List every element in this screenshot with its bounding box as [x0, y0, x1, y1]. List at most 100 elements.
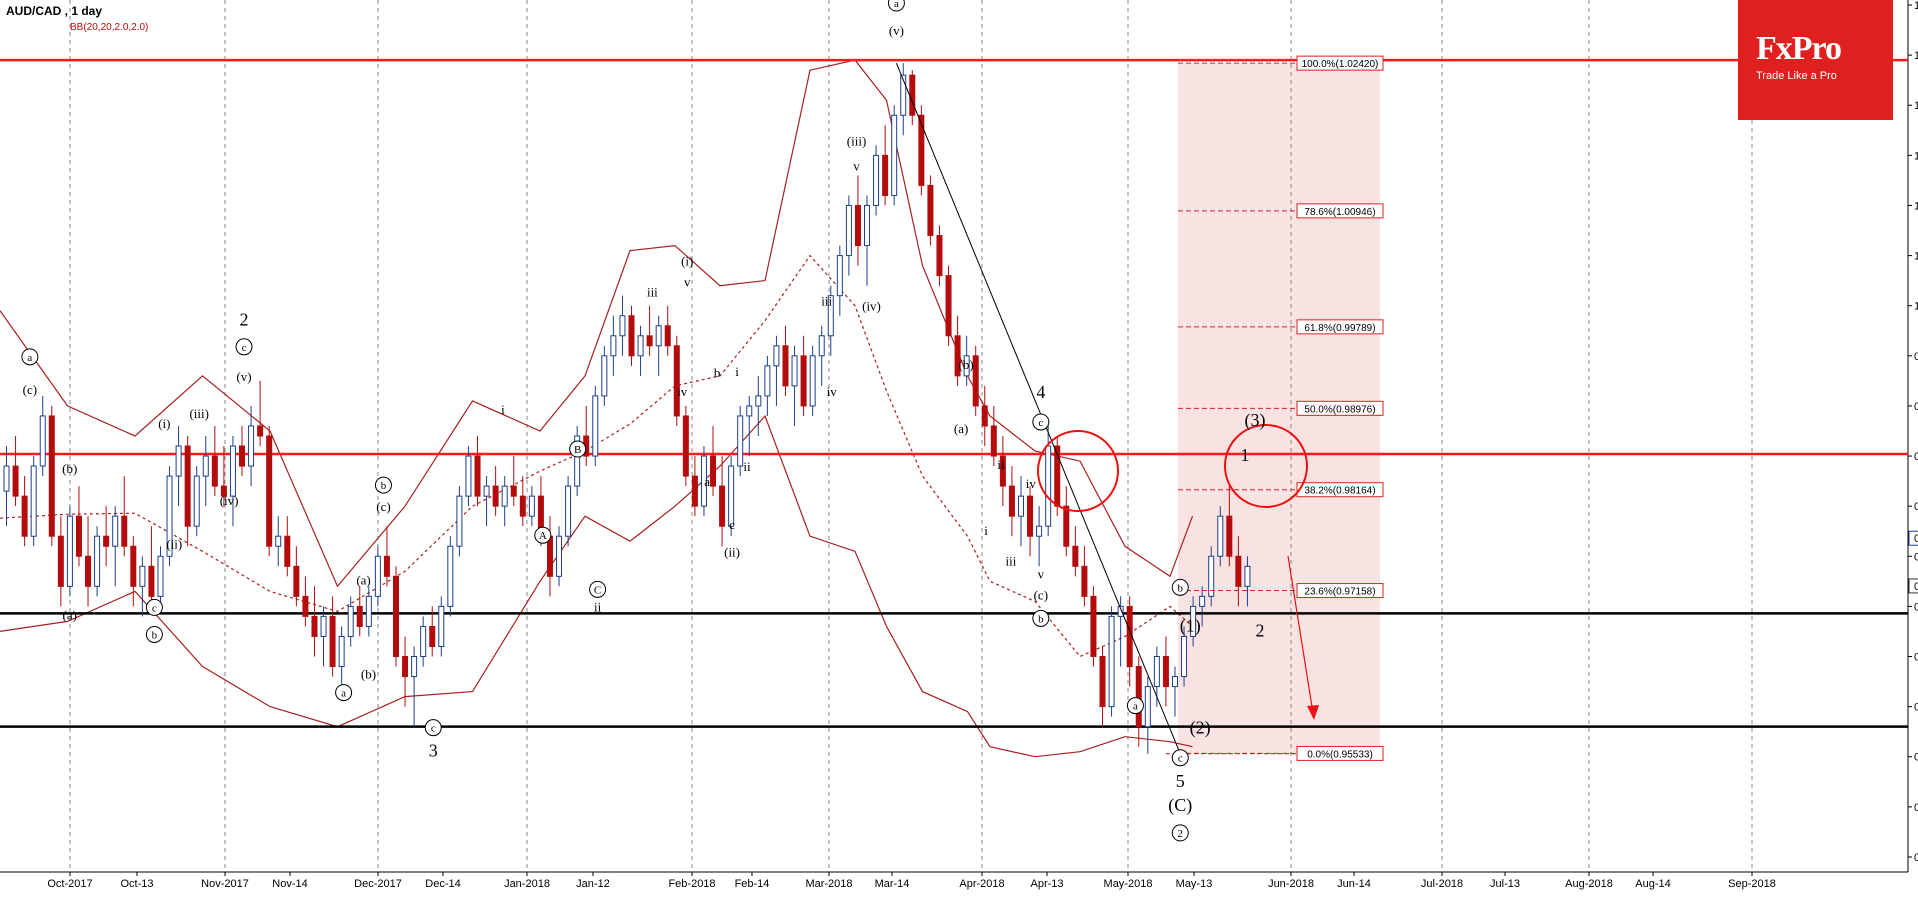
- wave-label-circle: [21, 348, 39, 366]
- wave-label: iv: [1026, 476, 1037, 491]
- x-tick-label: Nov-2017: [201, 878, 249, 890]
- wave-label-circle: [887, 0, 905, 12]
- wave-label: v: [1038, 566, 1045, 581]
- candle-body: [48, 415, 55, 537]
- fib-label-box: [1296, 203, 1384, 219]
- candle-body: [972, 355, 979, 407]
- wave-label-circle: [1126, 697, 1144, 715]
- candle-body: [845, 204, 852, 257]
- candle-body: [75, 515, 82, 557]
- candle-body: [1126, 605, 1133, 668]
- candle-body: [764, 365, 771, 397]
- candle-body: [528, 495, 535, 517]
- x-tick-label: Oct-2017: [47, 878, 92, 890]
- candle-body: [999, 455, 1006, 487]
- wave-label-circle: [589, 580, 607, 598]
- candle-body: [1063, 505, 1070, 547]
- wave-label-circle: [235, 338, 253, 356]
- candle-body: [239, 445, 246, 467]
- wave-label-circle: [1171, 824, 1189, 842]
- candle-body: [85, 555, 92, 587]
- wave-label-circle: [1171, 578, 1189, 596]
- candle-body: [737, 415, 744, 467]
- x-tick-label: Sep-2018: [1728, 878, 1776, 890]
- candle-body: [338, 635, 345, 668]
- candle-body: [565, 485, 572, 537]
- x-tick-label: May-2018: [1104, 878, 1153, 890]
- wave-label: i: [501, 402, 505, 417]
- wave-label: (C): [1168, 795, 1192, 816]
- candle-body: [1027, 495, 1034, 537]
- candle-body: [1162, 656, 1169, 688]
- highlight-circle-4: [1037, 430, 1119, 512]
- wave-label: c: [431, 723, 436, 735]
- candle-body: [963, 355, 970, 377]
- y-tick-label: 0.95000: [1914, 802, 1918, 814]
- candle-body: [184, 445, 191, 527]
- fib-label-box: [1296, 745, 1384, 761]
- candle-body: [130, 545, 137, 587]
- candle-body: [791, 355, 798, 387]
- wave-label: 1: [1241, 445, 1250, 465]
- candle-body: [275, 535, 282, 547]
- candle-body: [782, 345, 789, 387]
- wave-label: v: [684, 275, 691, 290]
- wave-label-circle: [534, 526, 552, 544]
- candle-body: [936, 235, 943, 277]
- candle-body: [854, 204, 861, 247]
- price-tag-label: 0.97204: [1914, 581, 1918, 593]
- candle-body: [220, 485, 227, 497]
- candle-body: [1226, 515, 1233, 557]
- candle-body: [320, 615, 327, 637]
- logo-brand: FxPro: [1756, 30, 1842, 67]
- candle-body: [1099, 656, 1106, 708]
- candle-body: [1199, 595, 1206, 607]
- candle-body: [827, 295, 834, 337]
- y-tick-label: 0.99000: [1914, 401, 1918, 413]
- fib-label: 78.6%(1.00946): [1304, 207, 1375, 218]
- wave-label: ii: [743, 459, 751, 474]
- wave-label: 3: [429, 741, 438, 761]
- x-tick-label: May-13: [1176, 878, 1213, 890]
- x-tick-label: Jul-13: [1490, 878, 1520, 890]
- candle-body: [882, 154, 889, 196]
- wave-label: iii: [1006, 553, 1017, 568]
- fib-label: 61.8%(0.99789): [1304, 323, 1375, 334]
- candle-body: [1072, 545, 1079, 567]
- candle-body: [229, 445, 236, 497]
- candle-body: [1081, 565, 1088, 597]
- wave-label: (ii): [166, 536, 182, 551]
- x-tick-label: Apr-2018: [959, 878, 1004, 890]
- candle-body: [284, 535, 291, 567]
- candle-body: [800, 355, 807, 407]
- projection-arrow: [1287, 555, 1314, 714]
- y-tick-label: 0.99500: [1914, 351, 1918, 363]
- candle-body: [637, 335, 644, 357]
- candle-body: [311, 615, 318, 637]
- x-tick-label: Dec-2017: [354, 878, 402, 890]
- candle-body: [909, 74, 916, 116]
- candle-body: [873, 154, 880, 206]
- candle-body: [519, 495, 526, 517]
- indicator-label: BB(20,20,2.0,2.0): [70, 22, 149, 33]
- x-tick-label: Jul-2018: [1421, 878, 1463, 890]
- wave-label: b: [381, 480, 387, 492]
- candle-body: [1008, 485, 1015, 517]
- wave-label: a: [341, 688, 346, 700]
- wave-label: (2): [1190, 718, 1211, 739]
- wave-label: (c): [1034, 587, 1048, 602]
- wave-label-circle: [1032, 609, 1050, 627]
- wave-label: (c): [376, 499, 390, 514]
- wave-label: b: [1178, 582, 1184, 594]
- candle-body: [21, 495, 28, 537]
- candle-body: [57, 535, 64, 587]
- bollinger-upper: [0, 59, 1194, 588]
- wave-label: (c): [23, 382, 37, 397]
- y-tick-label: 0.96000: [1914, 702, 1918, 714]
- candle-body: [954, 335, 961, 377]
- candle-body: [121, 515, 128, 547]
- wave-label-circle: [569, 440, 587, 458]
- y-tick-label: 1.03000: [1914, 0, 1918, 12]
